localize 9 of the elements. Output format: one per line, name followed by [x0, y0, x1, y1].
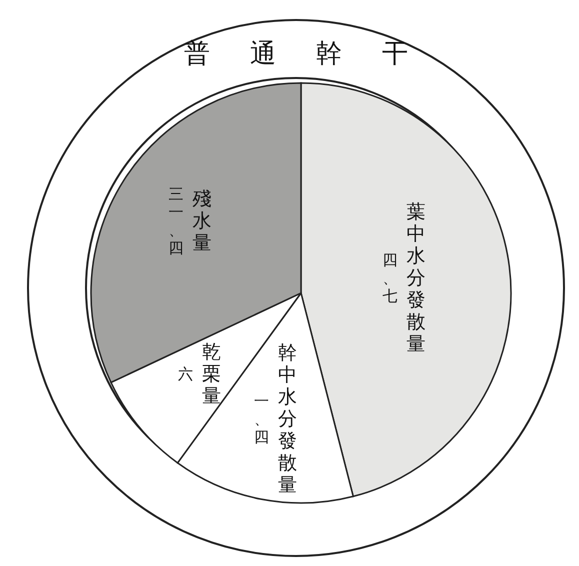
slice-label: 幹中水分發散量: [277, 342, 298, 496]
text: 四、七: [382, 250, 399, 305]
text: 六: [177, 364, 194, 383]
text: 三一、四: [168, 185, 185, 258]
slice-label: 殘水量: [192, 188, 213, 254]
text: 一、四: [253, 392, 270, 446]
slice-label: 乾栗量: [201, 340, 222, 407]
chart-title: 普通幹干: [184, 39, 448, 69]
slice-label: 葉中水分發散量: [406, 200, 427, 355]
